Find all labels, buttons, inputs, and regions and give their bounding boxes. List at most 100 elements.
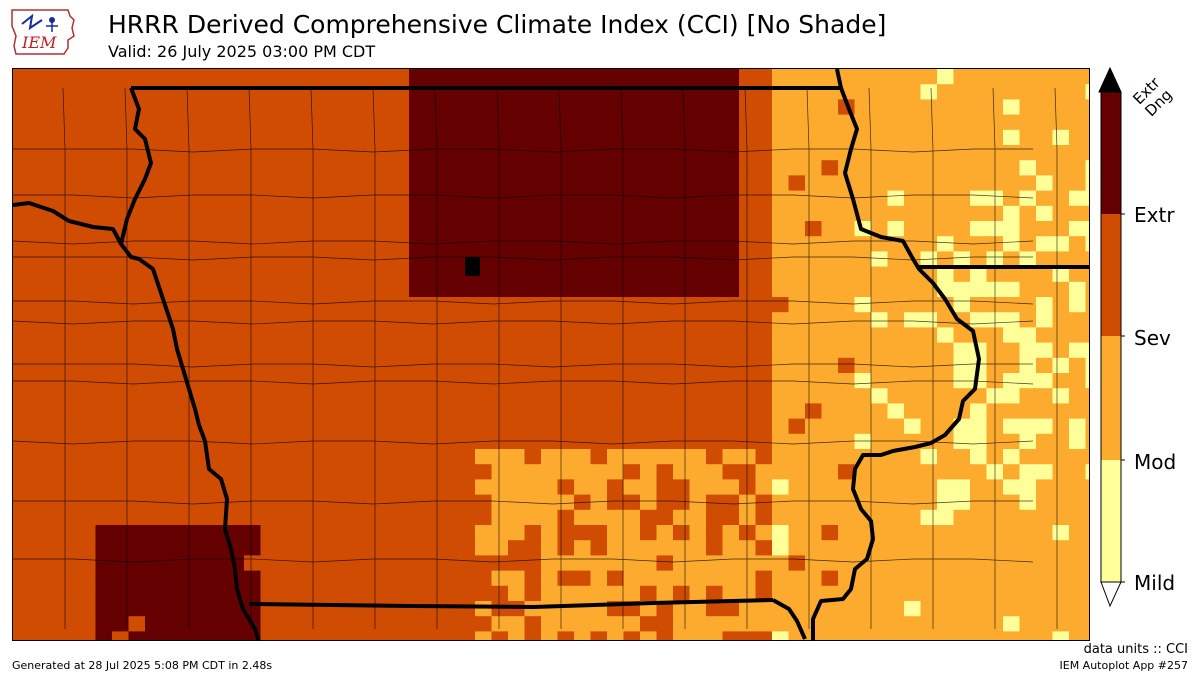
grid-cell [887,114,905,131]
grid-cell [1003,433,1021,450]
grid-cell [557,509,575,526]
grid-cell [854,84,872,100]
grid-cell [1052,616,1070,632]
grid-cell [359,418,377,435]
grid-cell [458,342,476,359]
grid-cell [128,388,146,404]
grid-cell [953,145,971,161]
grid-cell [508,190,526,207]
grid-cell [293,494,311,511]
grid-cell [904,494,922,511]
grid-cell [326,327,344,344]
grid-cell [953,449,971,465]
grid-cell [1052,631,1070,640]
grid-cell [541,145,559,161]
grid-cell [937,601,955,617]
grid-cell [739,555,757,572]
grid-cell [953,342,971,359]
grid-cell [13,570,31,587]
grid-cell [409,631,427,640]
grid-cell [277,236,295,252]
grid-cell [409,327,427,344]
grid-cell [821,449,839,465]
grid-cell [277,570,295,587]
grid-cell [1019,221,1037,237]
grid-cell [409,540,427,556]
grid-cell [871,509,889,526]
grid-cell [838,540,856,556]
grid-cell [574,190,592,207]
grid-cell [854,342,872,359]
grid-cell [821,221,839,237]
grid-cell [13,418,31,435]
grid-cell [95,631,113,640]
grid-cell [788,160,806,176]
grid-cell [145,236,163,252]
grid-cell [46,114,64,131]
grid-cell [145,479,163,496]
grid-cell [854,312,872,328]
grid-cell [970,266,988,283]
grid-cell [1036,403,1054,420]
grid-cell [937,175,955,192]
grid-cell [706,312,724,328]
grid-cell [557,631,575,640]
grid-cell [1069,99,1087,116]
grid-cell [574,312,592,328]
grid-cell [887,570,905,587]
grid-cell [277,190,295,207]
grid-cell [326,494,344,511]
grid-cell [128,266,146,283]
grid-cell [13,84,31,100]
county-line [558,87,562,629]
grid-cell [161,616,179,632]
grid-cell [1069,616,1087,632]
grid-cell [392,266,410,283]
grid-cell [590,297,608,313]
grid-cell [145,69,163,85]
grid-cell [260,509,278,526]
grid-cell [475,479,493,496]
grid-cell [854,145,872,161]
grid-cell [953,281,971,298]
grid-cell [13,251,31,268]
grid-cell [689,631,707,640]
grid-cell [128,631,146,640]
grid-cell [706,585,724,602]
grid-cell [475,631,493,640]
grid-cell [79,418,97,435]
grid-cell [1052,525,1070,541]
grid-cell [442,99,460,116]
grid-cell [607,433,625,450]
grid-cell [458,221,476,237]
grid-cell [227,388,245,404]
grid-cell [607,525,625,541]
grid-cell [326,99,344,116]
grid-cell [623,342,641,359]
grid-cell [145,570,163,587]
grid-cell [920,160,938,176]
grid-cell [145,342,163,359]
grid-cell [574,69,592,85]
grid-cell [79,312,97,328]
grid-cell [607,616,625,632]
grid-cell [326,585,344,602]
grid-cell [574,342,592,359]
grid-cell [343,388,361,404]
grid-cell [62,631,80,640]
grid-cell [557,585,575,602]
grid-cell [178,236,196,252]
grid-cell [739,403,757,420]
grid-cell [937,160,955,176]
grid-cell [838,236,856,252]
grid-cell [524,99,542,116]
grid-cell [293,418,311,435]
grid-cell [805,464,823,480]
grid-cell [887,616,905,632]
grid-cell [310,145,328,161]
grid-cell [376,509,394,526]
grid-cell [1003,525,1021,541]
grid-cell [1019,464,1037,480]
grid-cell [442,281,460,298]
grid-cell [607,509,625,526]
